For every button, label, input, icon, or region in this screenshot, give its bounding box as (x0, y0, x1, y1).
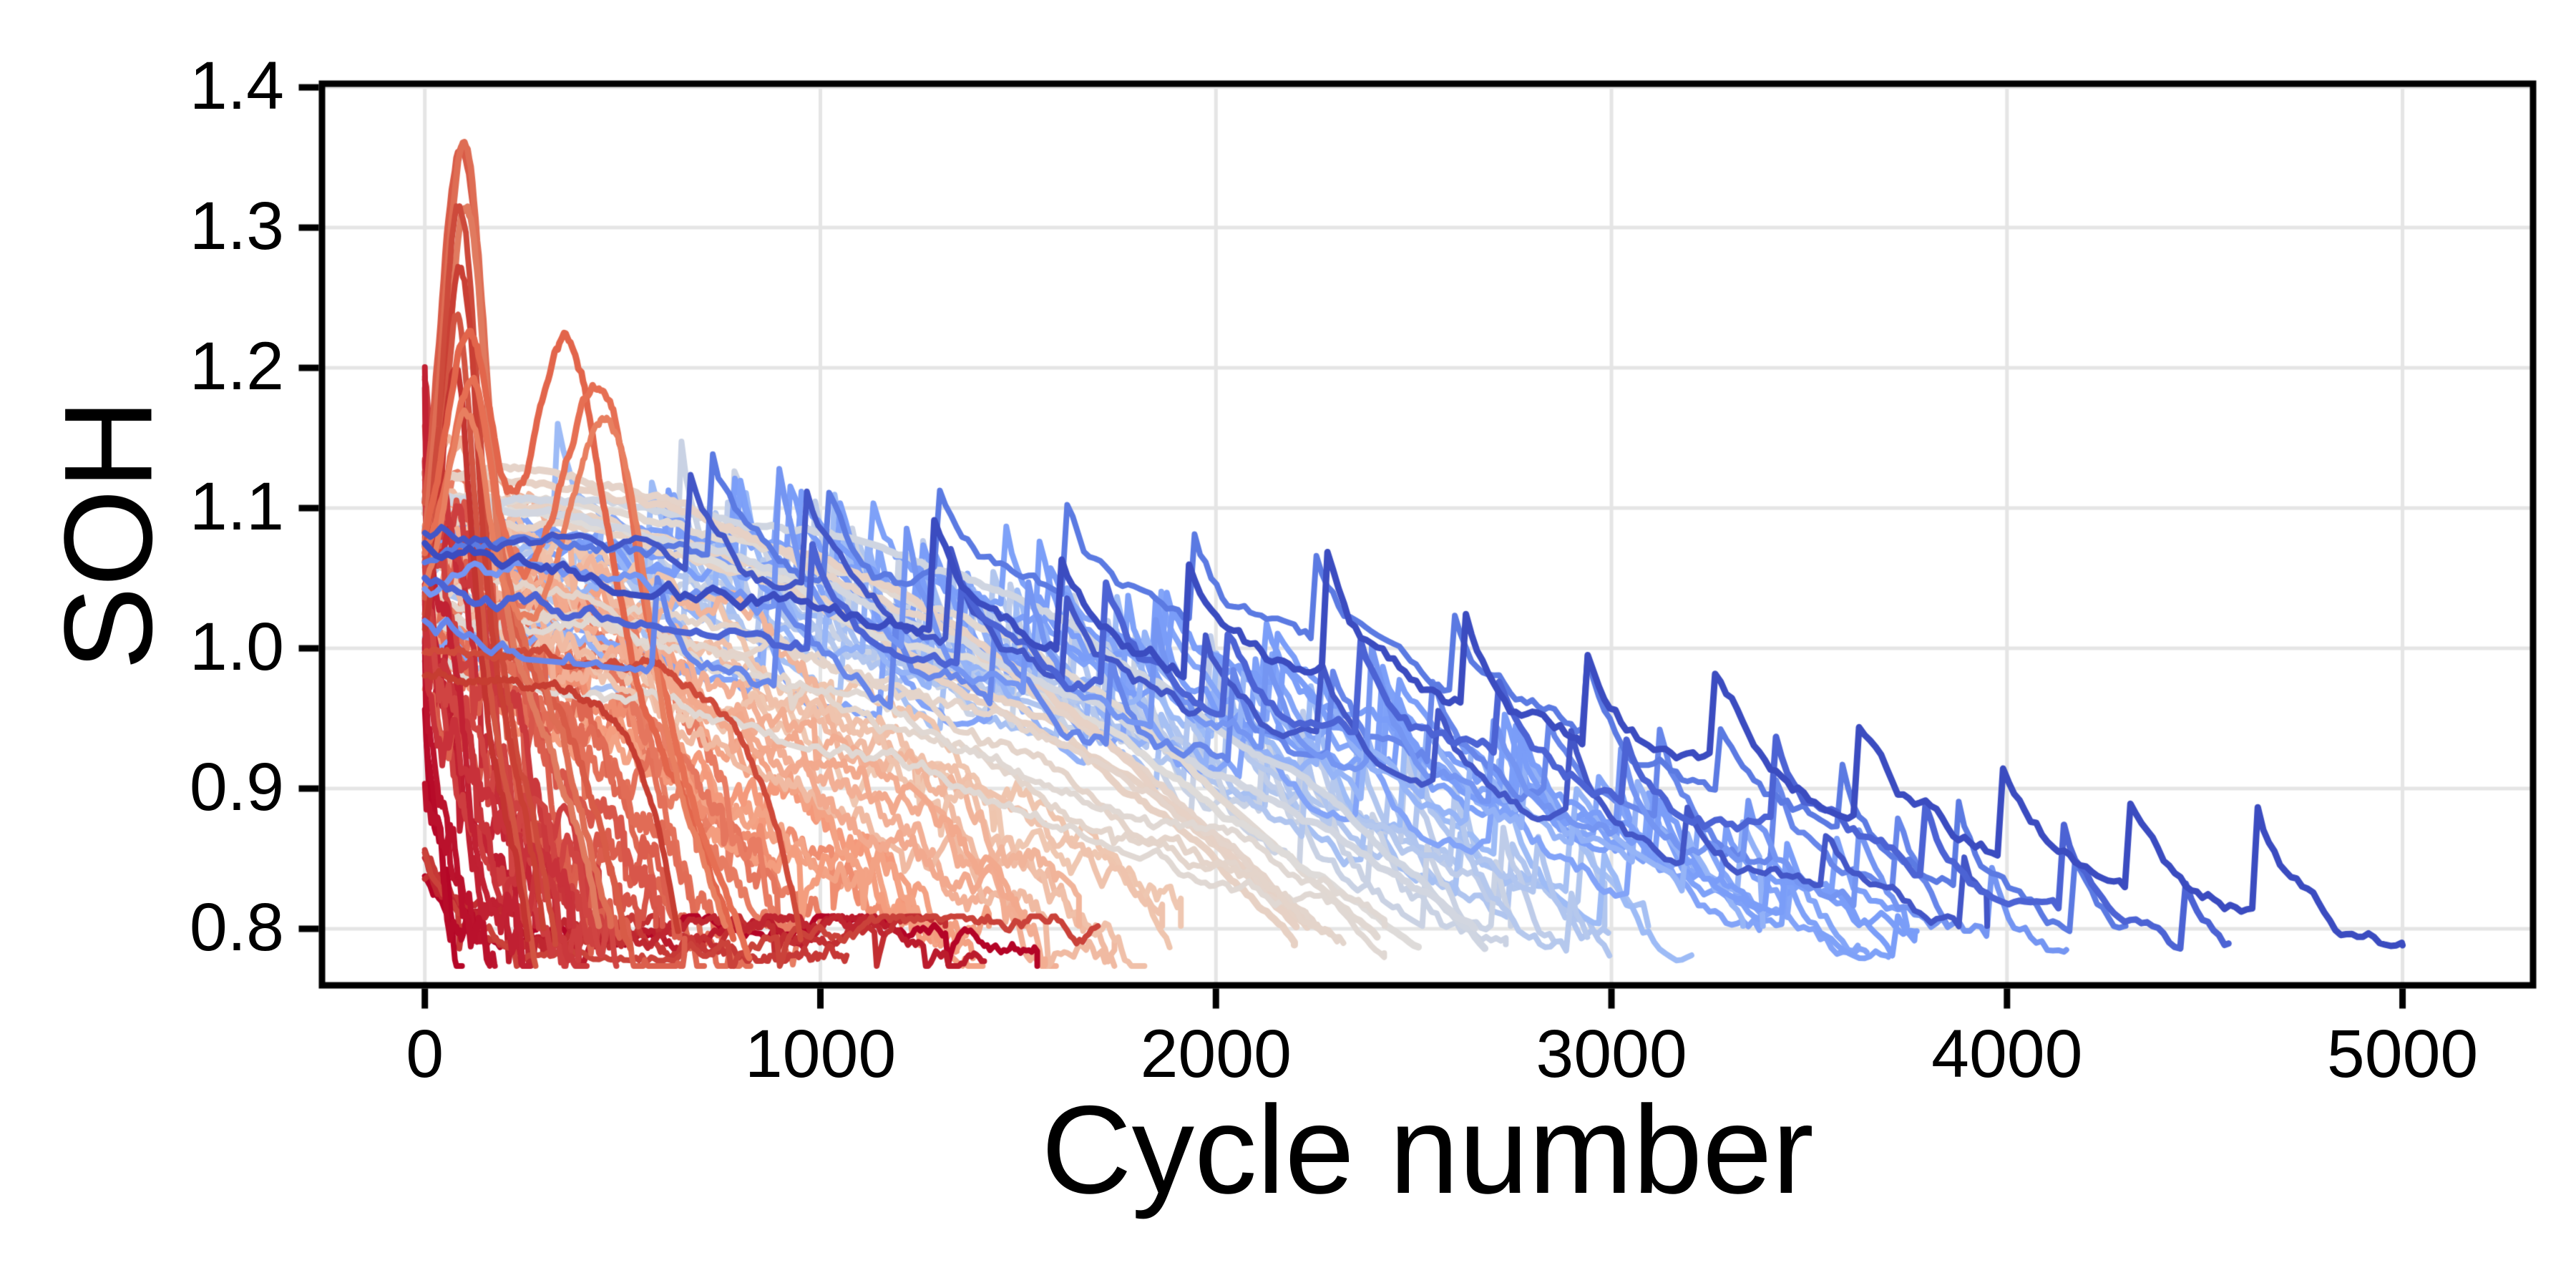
x-axis-label: Cycle number (1041, 1080, 1814, 1220)
y-tick-label-1.2: 1.2 (189, 328, 284, 405)
y-tick-label-1.1: 1.1 (189, 469, 284, 545)
x-tick-label-5000: 5000 (2326, 1016, 2479, 1092)
y-tick-label-0.9: 0.9 (189, 749, 284, 826)
x-tick-label-2000: 2000 (1140, 1016, 1292, 1092)
x-tick-label-4000: 4000 (1931, 1016, 2083, 1092)
x-tick-label-0: 0 (406, 1016, 444, 1092)
y-tick-label-0.8: 0.8 (189, 889, 284, 966)
y-tick-label-1.0: 1.0 (189, 609, 284, 686)
y-tick-label-1.3: 1.3 (189, 188, 284, 265)
x-tick-label-3000: 3000 (1536, 1016, 1687, 1092)
y-tick-label-1.4: 1.4 (189, 48, 284, 125)
x-tick-label-1000: 1000 (744, 1016, 897, 1092)
